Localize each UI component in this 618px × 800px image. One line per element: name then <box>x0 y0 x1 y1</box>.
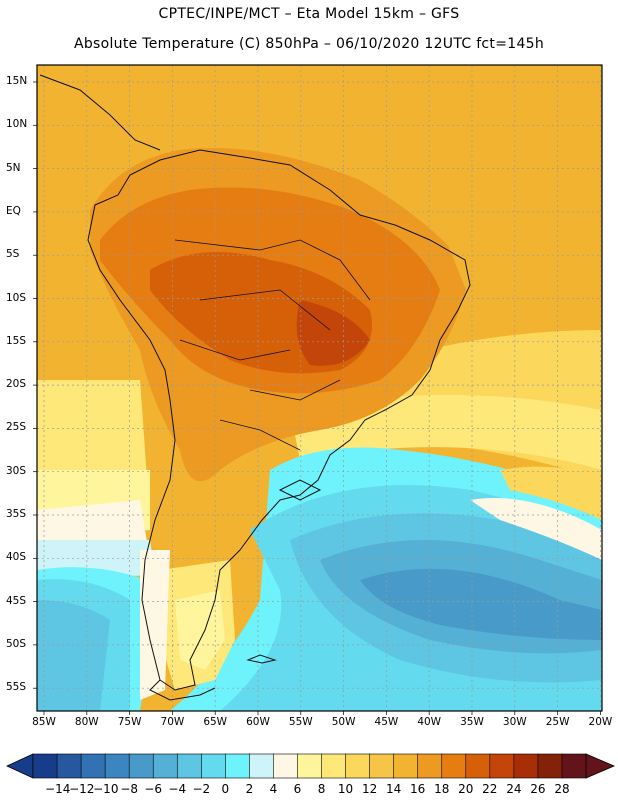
colorbar-swatch <box>128 753 155 779</box>
colorbar-swatch <box>225 753 251 779</box>
rio-de-la-plata <box>278 479 322 501</box>
colorbar-swatch <box>176 753 203 779</box>
lon-label: 45W <box>374 716 399 728</box>
lon-label: 80W <box>74 716 99 728</box>
colorbar-label: 28 <box>554 782 570 796</box>
colorbar-label: 18 <box>434 782 450 796</box>
colorbar-label: −14 <box>45 782 71 796</box>
colorbar-swatch <box>513 753 539 779</box>
field-continent-hottest <box>296 300 370 366</box>
field-sw-blue <box>37 600 110 711</box>
field-atlantic-yellow <box>500 466 602 520</box>
lat-label: 10N <box>6 118 28 131</box>
colorbar-swatch <box>297 753 323 779</box>
colorbar-label: 8 <box>317 782 326 796</box>
colorbar-swatch <box>417 753 443 779</box>
lon-label: 55W <box>288 716 313 728</box>
colorbar-label: 20 <box>458 782 474 796</box>
lat-label: 5S <box>6 248 20 261</box>
lon-label: 85W <box>32 716 56 728</box>
lon-label: 75W <box>117 716 142 728</box>
colorbar-swatch <box>393 753 419 779</box>
colorbar-swatch <box>273 753 299 779</box>
lat-label: 40S <box>6 551 27 564</box>
colorbar-label: −12 <box>69 782 95 796</box>
colorbar <box>6 753 616 779</box>
field-caribbean <box>37 65 602 200</box>
colorbar-swatch <box>80 753 106 779</box>
lon-label: 70W <box>160 716 185 728</box>
field-atlantic-orange <box>430 200 602 330</box>
south-america-outline <box>87 149 471 691</box>
lat-label: 15N <box>6 75 28 87</box>
colorbar-label: 10 <box>337 782 354 796</box>
colorbar-swatch <box>56 753 82 779</box>
temperature-field <box>37 65 602 711</box>
colorbar-arrow-left <box>6 753 34 779</box>
colorbar-label: −6 <box>144 782 163 796</box>
colorbar-label: −10 <box>93 782 119 796</box>
colorbar-label: 6 <box>293 782 302 796</box>
colorbar-swatch <box>249 753 275 779</box>
colorbar-label: 16 <box>410 782 426 796</box>
colorbar-swatch <box>369 753 395 779</box>
colorbar-label: 24 <box>506 782 522 796</box>
title-line-1: CPTEC/INPE/MCT – Eta Model 15km – GFS <box>158 6 460 22</box>
colorbar-label: −2 <box>192 782 211 796</box>
map-frame <box>36 64 603 712</box>
colorbar-label: −8 <box>120 782 139 796</box>
title-line-2: Absolute Temperature (C) 850hPa – 06/10/… <box>73 36 545 52</box>
lon-label: 50W <box>331 716 356 728</box>
colorbar-label: 0 <box>221 782 230 796</box>
colorbar-label: 26 <box>530 782 546 796</box>
colorbar-swatch <box>345 753 371 779</box>
lat-label: EQ <box>6 204 21 217</box>
lon-label: 25W <box>545 716 570 728</box>
field-patagonia-light <box>175 590 225 670</box>
lat-label: 15S <box>6 334 27 347</box>
colorbar-swatch <box>152 753 179 779</box>
graticule <box>33 65 602 715</box>
colorbar-swatch <box>537 753 563 779</box>
field-andes-cream <box>140 550 170 700</box>
lon-label: 40W <box>417 716 442 728</box>
colorbar-arrow-right <box>585 753 616 779</box>
colorbar-swatch <box>561 753 587 779</box>
lat-label: 10S <box>6 291 27 304</box>
tierra-del-fuego <box>149 679 216 701</box>
field-atlantic-blue3 <box>360 568 602 640</box>
central-america-coast <box>39 74 161 151</box>
country-borders <box>174 239 371 451</box>
colorbar-swatch <box>441 753 467 779</box>
colorbar-swatch <box>465 753 491 779</box>
coastlines <box>39 74 471 701</box>
colorbar-label: 14 <box>386 782 402 796</box>
lat-label: 30S <box>6 464 27 477</box>
colorbar-label: 22 <box>482 782 498 796</box>
colorbar-label: 2 <box>245 782 254 796</box>
lon-label: 65W <box>203 716 228 728</box>
colorbar-label: 12 <box>361 782 378 796</box>
field-atlantic-cream <box>470 498 602 560</box>
lat-label: 50S <box>6 637 27 650</box>
lat-label: 5N <box>6 161 21 174</box>
lon-label: 60W <box>246 716 270 728</box>
lat-label: 35S <box>6 508 27 520</box>
lat-label: 25S <box>6 421 27 434</box>
lon-label: 35W <box>460 716 484 728</box>
colorbar-swatch <box>32 753 58 779</box>
falklands <box>246 654 277 664</box>
colorbar-swatch <box>104 753 130 779</box>
colorbar-label: −4 <box>168 782 187 796</box>
colorbar-swatch <box>489 753 515 779</box>
colorbar-label: 4 <box>269 782 278 796</box>
colorbar-swatch <box>321 753 347 779</box>
lon-label: 20W <box>588 716 613 728</box>
lat-label: 20S <box>6 378 27 391</box>
lon-label: 30W <box>502 716 527 728</box>
lat-label: 45S <box>6 594 27 607</box>
colorbar-swatch <box>201 753 227 779</box>
lat-label: 55S <box>6 681 27 694</box>
